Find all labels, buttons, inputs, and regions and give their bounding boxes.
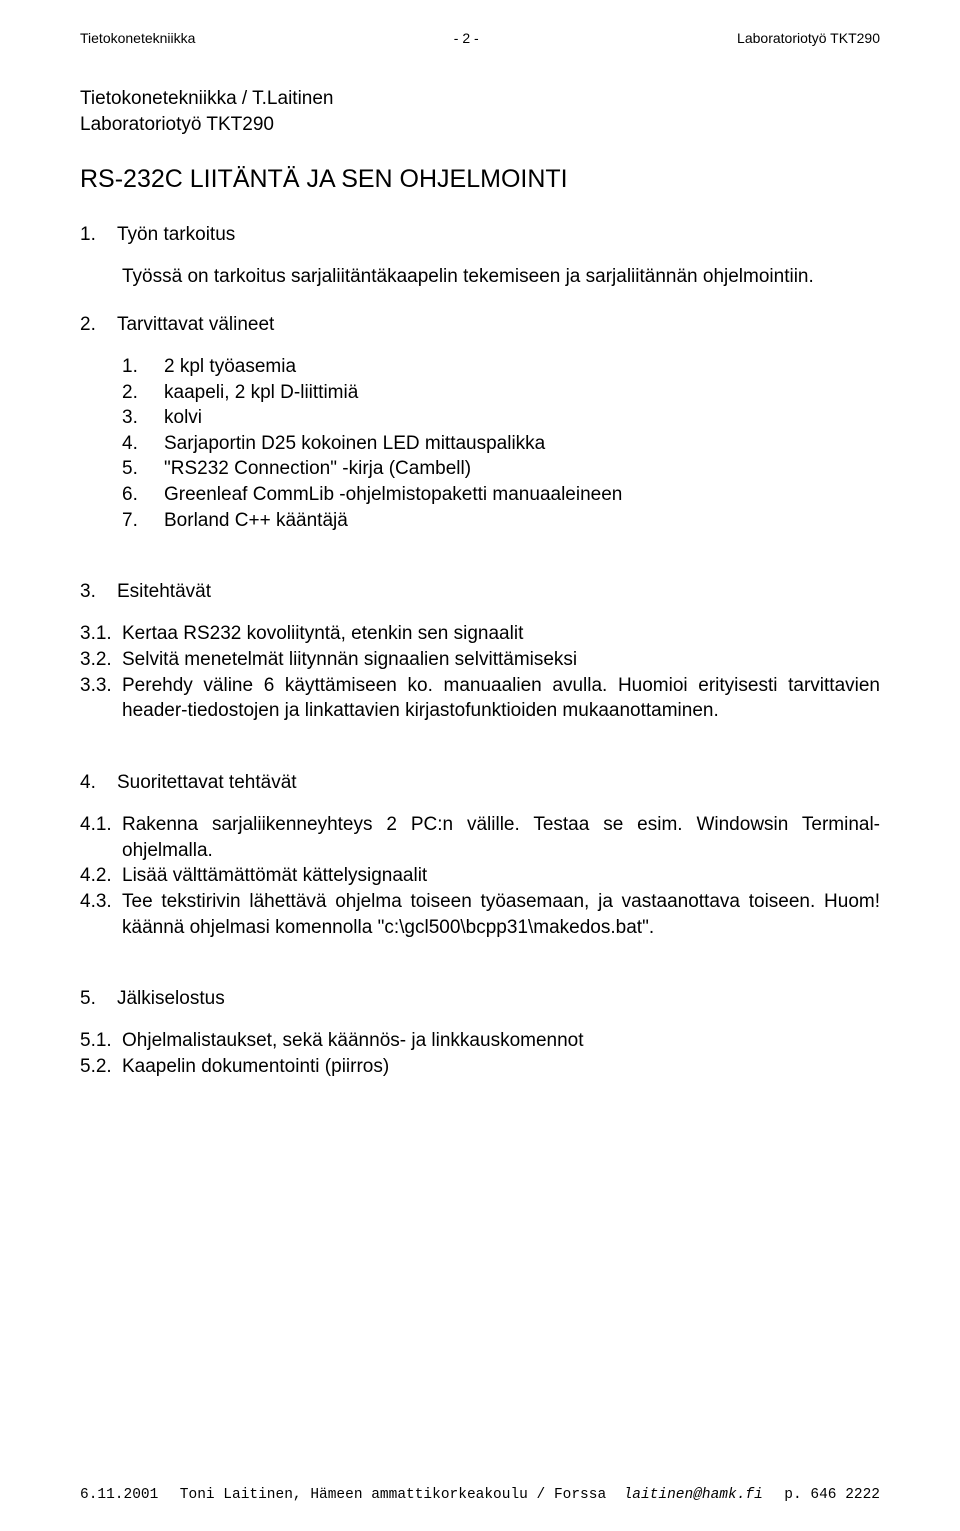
section-3-title: Esitehtävät (117, 581, 211, 602)
page-header: Tietokonetekniikka - 2 - Laboratoriotyö … (80, 30, 880, 46)
list-item: 3.2.Selvitä menetelmät liitynnän signaal… (80, 647, 880, 673)
section-5-title: Jälkiselostus (117, 988, 225, 1009)
page: Tietokonetekniikka - 2 - Laboratoriotyö … (0, 0, 960, 1531)
list-item: 2.kaapeli, 2 kpl D-liittimiä (122, 380, 880, 406)
sub-heading: Tietokonetekniikka / T.Laitinen Laborato… (80, 86, 880, 137)
page-footer: 6.11.2001 Toni Laitinen, Hämeen ammattik… (80, 1487, 880, 1503)
list-item: 5.2.Kaapelin dokumentointi (piirros) (80, 1054, 880, 1080)
list-item: 3.kolvi (122, 405, 880, 431)
section-3-heading: 3. Esitehtävät (80, 581, 880, 603)
subheading-line2: Laboratoriotyö TKT290 (80, 112, 880, 138)
section-1-text: Työssä on tarkoitus sarjaliitäntäkaapeli… (122, 264, 880, 290)
section-1-heading: 1. Työn tarkoitus (80, 224, 880, 246)
section-4-num: 4. (80, 772, 96, 793)
section-1-title: Työn tarkoitus (117, 224, 235, 245)
section-1-num: 1. (80, 224, 96, 245)
section-5-heading: 5. Jälkiselostus (80, 988, 880, 1010)
list-item: 4.Sarjaportin D25 kokoinen LED mittauspa… (122, 431, 880, 457)
list-item: 3.1.Kertaa RS232 kovoliityntä, etenkin s… (80, 621, 880, 647)
document-title: RS-232C LIITÄNTÄ JA SEN OHJELMOINTI (80, 165, 880, 194)
section-5-num: 5. (80, 988, 96, 1009)
list-item: 4.2.Lisää välttämättömät kättelysignaali… (80, 863, 880, 889)
list-item: 1.2 kpl työasemia (122, 354, 880, 380)
subheading-line1: Tietokonetekniikka / T.Laitinen (80, 86, 880, 112)
footer-date: 6.11.2001 (80, 1487, 158, 1503)
footer-center: Toni Laitinen, Hämeen ammattikorkeakoulu… (180, 1487, 763, 1503)
header-left: Tietokonetekniikka (80, 30, 195, 46)
list-item: 5.1.Ohjelmalistaukset, sekä käännös- ja … (80, 1028, 880, 1054)
list-item: 7.Borland C++ kääntäjä (122, 508, 880, 534)
section-4-heading: 4. Suoritettavat tehtävät (80, 772, 880, 794)
section-2-num: 2. (80, 314, 96, 335)
section-5-list: 5.1.Ohjelmalistaukset, sekä käännös- ja … (80, 1028, 880, 1079)
list-item: 4.1.Rakenna sarjaliikenneyhteys 2 PC:n v… (80, 812, 880, 863)
section-2-title: Tarvittavat välineet (117, 314, 274, 335)
header-right: Laboratoriotyö TKT290 (737, 30, 880, 46)
header-center: - 2 - (454, 30, 479, 46)
list-item: 3.3.Perehdy väline 6 käyttämiseen ko. ma… (80, 673, 880, 724)
section-3-list: 3.1.Kertaa RS232 kovoliityntä, etenkin s… (80, 621, 880, 724)
list-item: 6.Greenleaf CommLib -ohjelmistopaketti m… (122, 482, 880, 508)
section-4-list: 4.1.Rakenna sarjaliikenneyhteys 2 PC:n v… (80, 812, 880, 940)
footer-phone: p. 646 2222 (784, 1487, 880, 1503)
list-item: 4.3.Tee tekstirivin lähettävä ohjelma to… (80, 889, 880, 940)
section-2-list: 1.2 kpl työasemia 2.kaapeli, 2 kpl D-lii… (122, 354, 880, 533)
section-3-num: 3. (80, 581, 96, 602)
section-2-heading: 2. Tarvittavat välineet (80, 314, 880, 336)
list-item: 5."RS232 Connection" -kirja (Cambell) (122, 456, 880, 482)
section-4-title: Suoritettavat tehtävät (117, 772, 297, 793)
